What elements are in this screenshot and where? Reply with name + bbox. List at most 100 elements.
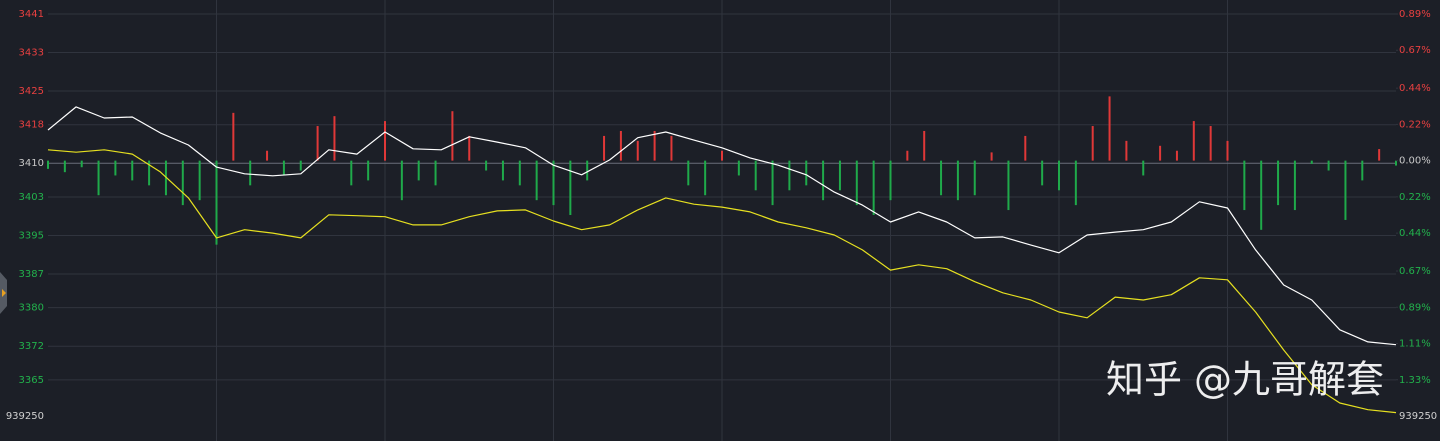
bar	[434, 160, 437, 186]
bar	[923, 130, 926, 161]
bar	[754, 160, 757, 191]
bar	[889, 160, 892, 201]
y2-tick-label: 1.33%	[1399, 375, 1431, 386]
bar	[552, 160, 555, 206]
y2-tick-label: 0.67%	[1399, 266, 1431, 277]
y-tick-label: 3380	[19, 303, 44, 314]
bar	[805, 160, 808, 186]
bar	[906, 150, 909, 161]
bar	[63, 160, 66, 173]
bar	[1041, 160, 1044, 186]
bar	[586, 160, 589, 181]
volume-label: 939250	[6, 411, 44, 422]
bar	[670, 135, 673, 161]
bar	[249, 160, 252, 186]
y-tick-label: 3441	[19, 9, 44, 20]
bar	[316, 126, 319, 161]
bar	[603, 135, 606, 161]
y2-tick-label: 0.67%	[1399, 45, 1431, 56]
bar	[1108, 96, 1111, 161]
bar	[1344, 160, 1347, 220]
y2-tick-label: 0.44%	[1399, 83, 1431, 94]
bar	[956, 160, 959, 201]
bar	[535, 160, 538, 201]
y-tick-label: 3433	[19, 48, 44, 59]
bar	[990, 152, 993, 161]
bar	[1277, 160, 1280, 206]
y-tick-label: 3418	[19, 120, 44, 131]
bar	[838, 160, 841, 191]
y-tick-label: 3387	[19, 269, 44, 280]
bar	[299, 160, 302, 171]
bar	[485, 160, 488, 171]
y-tick-label: 3372	[19, 341, 44, 352]
bar	[47, 160, 49, 169]
bar	[198, 160, 201, 201]
bar	[653, 130, 656, 161]
bar	[1125, 140, 1128, 161]
bar	[232, 112, 235, 161]
price-line	[47, 149, 1397, 414]
bar	[855, 160, 858, 206]
bar	[384, 121, 386, 161]
bar	[215, 160, 218, 245]
bar	[872, 160, 875, 215]
y-tick-label: 3395	[19, 230, 44, 241]
bar	[1378, 149, 1381, 161]
grid	[48, 0, 1396, 441]
bar	[771, 160, 774, 206]
y-tick-label: 3425	[19, 86, 44, 97]
bar	[266, 150, 269, 161]
side-tab-arrow	[2, 289, 6, 297]
bar	[468, 135, 471, 161]
bar	[737, 160, 740, 176]
bar	[1327, 160, 1330, 171]
bar	[1293, 160, 1296, 211]
labels: 3441 3433 3425 3418 3410 3403 3395 3387 3380 3372…	[6, 9, 1437, 422]
y-tick-label: 3403	[19, 192, 44, 203]
bar	[1243, 160, 1246, 211]
bar	[687, 160, 690, 186]
price-line	[47, 106, 1397, 346]
bar	[350, 160, 353, 186]
y2-tick-label: 0.89%	[1399, 302, 1431, 313]
bar	[114, 160, 117, 176]
y2-tick-label: 0.00%	[1399, 156, 1431, 167]
bar	[1310, 160, 1313, 164]
bar	[569, 160, 572, 215]
bar	[97, 160, 100, 196]
bar	[518, 160, 521, 186]
bar	[1361, 160, 1364, 181]
bar	[131, 160, 134, 181]
bar	[80, 160, 83, 168]
y2-tick-label: 0.22%	[1399, 192, 1431, 203]
watermark: 知乎 @九哥解套	[1106, 358, 1384, 402]
bar	[1209, 126, 1212, 161]
bar	[1192, 121, 1195, 161]
bar	[1260, 160, 1263, 230]
bar	[619, 130, 622, 161]
bar	[788, 160, 791, 191]
y2-tick-label: 1.11%	[1399, 339, 1431, 350]
bar	[501, 160, 504, 181]
bar	[451, 111, 454, 161]
bar	[417, 160, 420, 181]
bar	[704, 160, 707, 196]
bar	[1024, 135, 1027, 161]
bar	[367, 160, 370, 181]
volume-label: 939250	[1399, 411, 1437, 422]
bar	[282, 160, 285, 176]
y-tick-label: 3410	[19, 158, 44, 169]
bar	[973, 160, 976, 196]
bar	[400, 160, 403, 201]
bar	[1395, 160, 1397, 166]
bar	[1074, 160, 1077, 206]
bar	[1142, 160, 1145, 176]
bar	[822, 160, 825, 201]
bar	[636, 140, 639, 161]
bar	[1007, 160, 1010, 211]
y-tick-label: 3365	[19, 375, 44, 386]
bar	[721, 150, 723, 161]
